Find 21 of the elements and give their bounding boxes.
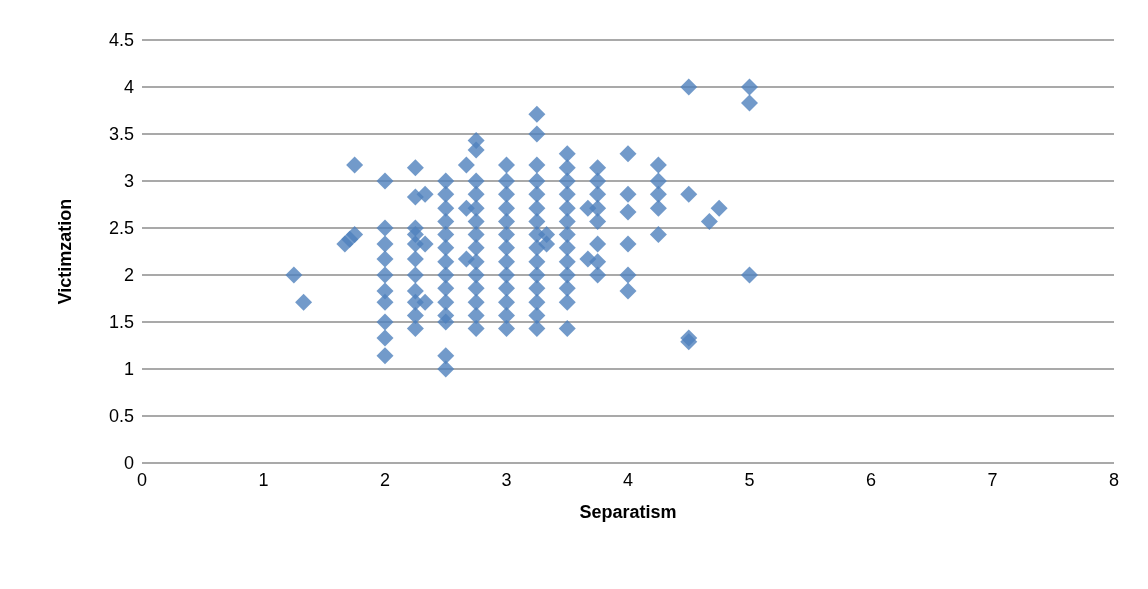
y-tick-label: 1.5 <box>108 312 134 332</box>
y-tick-label: 2 <box>123 265 134 285</box>
x-tick-label: 5 <box>744 470 755 490</box>
x-tick-label: 7 <box>987 470 998 490</box>
y-tick-label: 2.5 <box>108 218 134 238</box>
x-tick-label: 1 <box>258 470 269 490</box>
y-tick-label: 1 <box>123 359 134 379</box>
x-tick-label: 0 <box>136 470 148 490</box>
x-tick-label: 4 <box>622 470 634 490</box>
y-tick-label: 0 <box>123 453 134 473</box>
y-tick-label: 3.5 <box>108 124 134 144</box>
y-axis-title: Victimzation <box>55 198 75 305</box>
y-tick-label: 0.5 <box>108 406 134 426</box>
x-tick-label: 6 <box>865 470 877 490</box>
x-tick-label: 3 <box>501 470 512 490</box>
y-tick-label: 3 <box>123 171 134 191</box>
x-tick-label: 2 <box>379 470 391 490</box>
x-axis-title: Separatism <box>579 502 677 522</box>
x-tick-label: 8 <box>1108 470 1120 490</box>
y-tick-label: 4.5 <box>108 30 134 50</box>
y-tick-label: 4 <box>123 77 134 97</box>
